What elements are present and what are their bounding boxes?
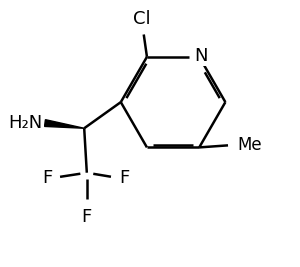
- Text: N: N: [194, 46, 207, 65]
- Text: F: F: [82, 208, 92, 226]
- Text: F: F: [42, 169, 52, 187]
- Text: F: F: [119, 169, 129, 187]
- Polygon shape: [44, 120, 84, 128]
- Text: Cl: Cl: [133, 10, 151, 28]
- Text: H₂N: H₂N: [8, 114, 42, 132]
- Text: Me: Me: [237, 136, 262, 154]
